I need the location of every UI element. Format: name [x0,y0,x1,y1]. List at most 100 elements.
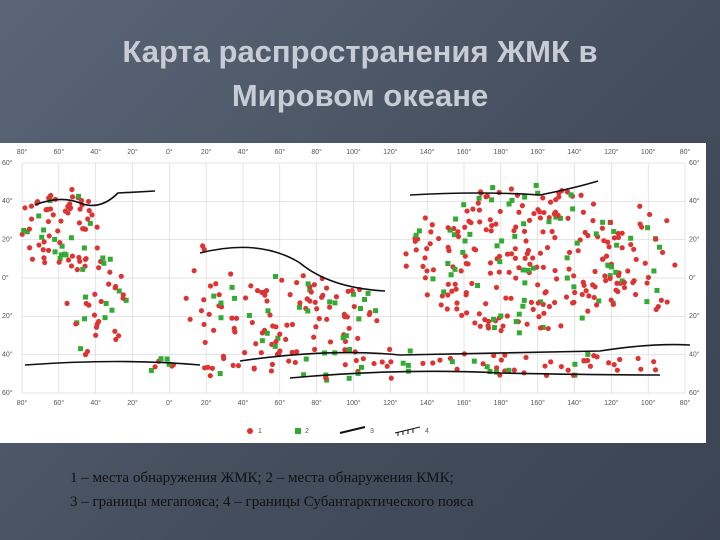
nodule-site [566,249,573,256]
nodule-site [575,248,581,254]
right-label: 20° [689,312,700,320]
nodule-site [324,316,330,322]
nodule-site [637,203,643,209]
crust-site [506,367,512,373]
crust-site [491,316,497,322]
nodule-site [523,238,529,244]
nodule-site [545,325,551,332]
top-label: 180° [494,148,509,156]
nodule-site [312,299,318,305]
nodule-site [496,269,502,275]
nodule-site [536,314,542,320]
nodule-site [211,327,217,333]
nodule-site [28,216,35,222]
crust-site [535,190,541,196]
boundary-line [289,370,661,379]
nodule-site [444,306,450,312]
nodule-site [526,217,533,223]
crust-site [346,375,352,381]
nodule-site [585,308,591,314]
nodule-site [527,261,533,267]
crust-site [484,364,490,370]
crust-site [628,235,634,241]
crust-site [525,267,531,273]
nodule-site [487,260,494,266]
crust-site [564,275,570,281]
nodule-site [453,286,459,292]
crust-site [296,304,302,310]
top-label: 80° [17,148,28,156]
crust-site [467,231,473,237]
nodule-site [664,218,670,224]
nodule-site [120,295,126,301]
nodule-site [462,224,468,230]
nodule-site [46,233,52,239]
nodule-site [268,368,275,374]
crust-site [445,261,451,267]
crust-site [218,315,224,321]
crust-site [246,313,252,319]
nodule-site [546,214,552,221]
nodule-site [207,373,213,379]
bottom-label: 100° [641,399,656,407]
nodule-site [277,331,283,337]
bottom-label: 20° [127,399,138,407]
nodule-site [535,282,541,288]
nodule-site [537,250,544,256]
nodule-site [498,328,504,334]
crust-site [357,306,363,312]
boundary-line [34,190,156,207]
crust-site [362,296,368,302]
crust-site [75,193,81,199]
nodule-site [537,325,544,331]
crust-site [611,229,617,235]
crust-site [546,219,552,225]
crust-site [232,295,238,301]
nodule-site [242,295,249,301]
nodule-site [360,356,366,362]
nodule-site [346,325,352,331]
nodule-site [638,366,644,372]
nodule-site [316,316,322,322]
nodule-site [615,288,621,295]
crust-site [494,243,500,249]
nodule-site [625,268,631,274]
crust-site [123,297,129,303]
nodule-site [464,310,470,316]
crust-site [475,283,481,289]
nodule-site [69,194,76,200]
left-label: 40° [2,197,13,205]
nodule-site [512,246,518,252]
nodule-site [45,218,52,225]
nodule-site [78,197,85,204]
top-label: 0° [166,148,173,156]
nodule-site [289,321,296,328]
nodule-site [445,225,451,231]
nodule-site [551,211,557,217]
nodule-site [615,234,622,241]
crust-site [585,351,591,357]
top-label: 80° [311,148,322,156]
nodule-site [28,203,35,209]
nodule-site [353,357,359,364]
nodule-site [631,278,637,284]
nodule-site [570,372,576,378]
nodule-site [312,346,318,352]
crust-site [400,360,406,366]
nodule-site [292,359,298,366]
legend: 1 2 3 4 [247,426,429,436]
crust-site [619,278,625,284]
crust-site [654,287,660,293]
nodule-site [420,263,426,270]
legend-symbol [339,426,366,434]
nodule-site [548,359,554,365]
crust-site [593,231,599,237]
crust-site [462,238,468,244]
title: Карта распространения ЖМК в [122,34,598,69]
crust-site [516,311,522,317]
nodule-site [69,186,75,193]
nodule-site [183,295,189,301]
top-label: 20° [127,148,138,156]
nodule-site [47,206,54,212]
